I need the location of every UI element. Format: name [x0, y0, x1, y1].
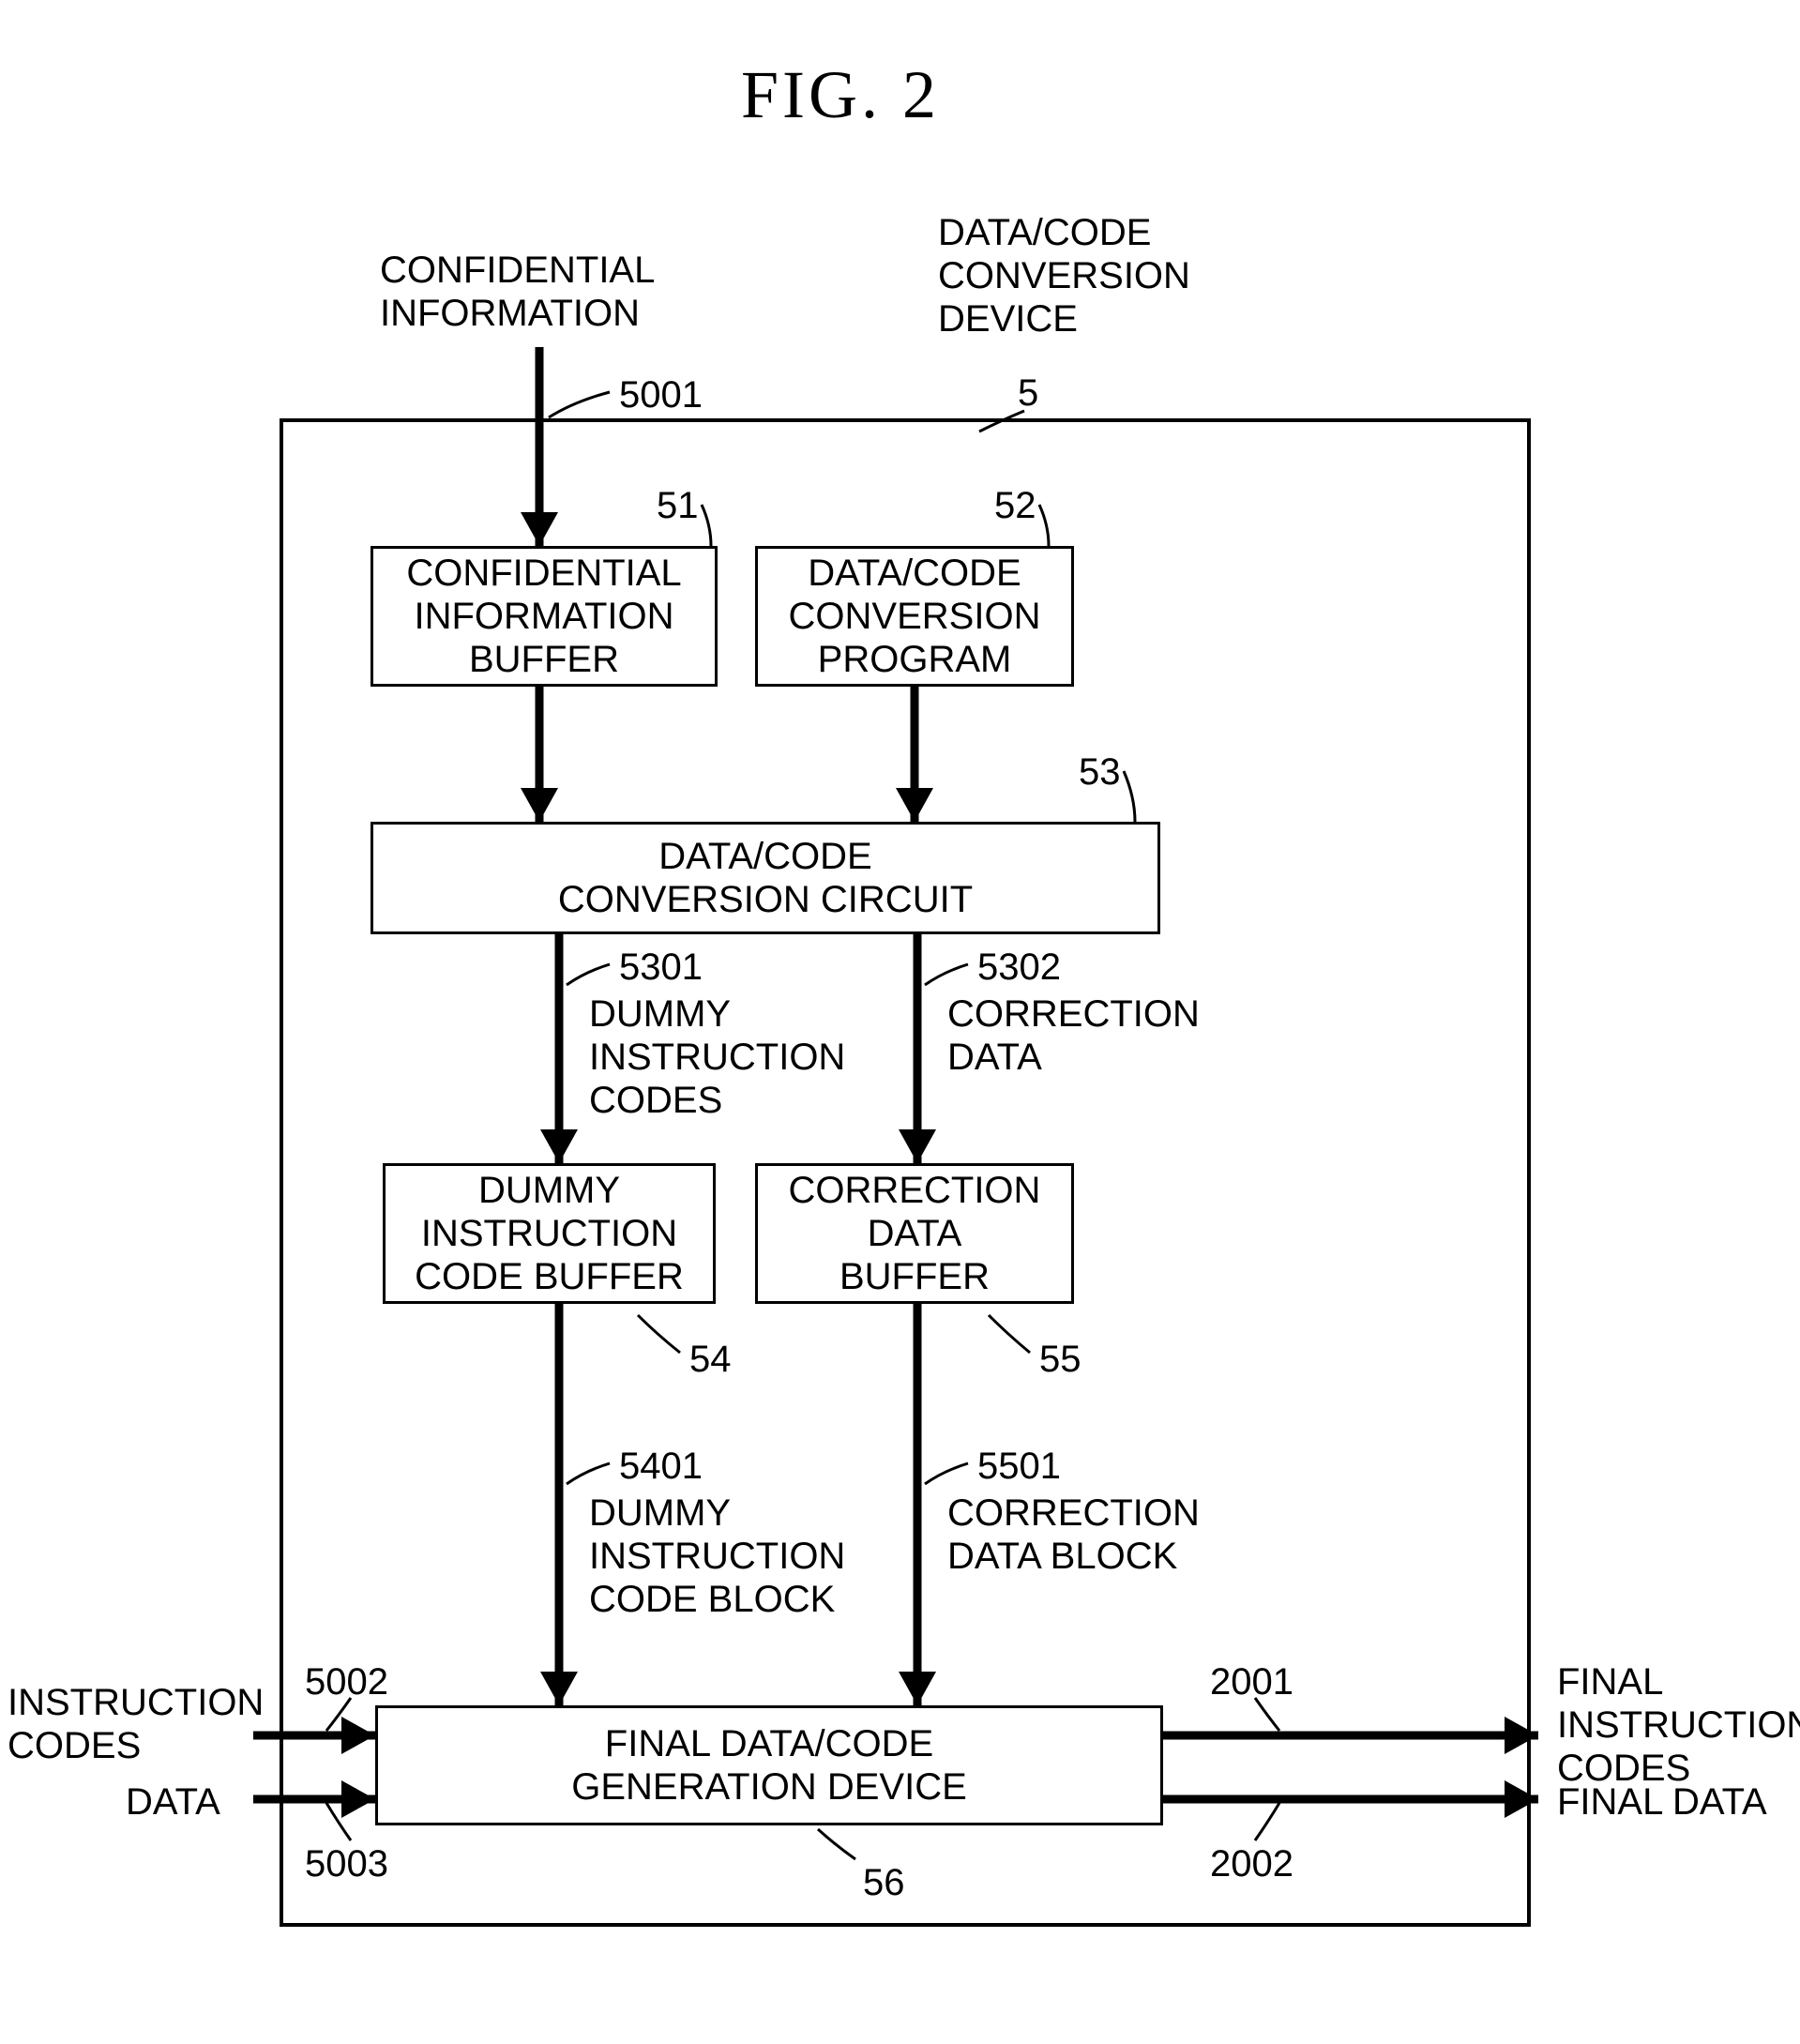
- label-corrDataLbl: CORRECTION DATA: [947, 992, 1200, 1079]
- label-ref5301: 5301: [619, 946, 703, 989]
- label-dataIn: DATA: [126, 1780, 220, 1824]
- box-final56: FINAL DATA/CODE GENERATION DEVICE: [375, 1705, 1163, 1825]
- box-program52: DATA/CODE CONVERSION PROGRAM: [755, 546, 1074, 687]
- label-ref52: 52: [994, 484, 1036, 527]
- label-instrCodesIn: INSTRUCTION CODES: [8, 1681, 264, 1767]
- diagram-stage: FIG. 2 CONFIDENTIAL INFORMATION BUFFER DAT…: [0, 0, 1800, 2044]
- label-ref56: 56: [863, 1861, 905, 1904]
- label-ref5401: 5401: [619, 1445, 703, 1488]
- box-circuit53: DATA/CODE CONVERSION CIRCUIT: [371, 822, 1160, 934]
- label-deviceTop: DATA/CODE CONVERSION DEVICE: [938, 211, 1190, 341]
- label-dummyCodesLbl: DUMMY INSTRUCTION CODES: [589, 992, 845, 1122]
- l-5501: [925, 1463, 968, 1484]
- label-ref51: 51: [657, 484, 699, 527]
- l-53: [1124, 771, 1135, 822]
- label-ref2001: 2001: [1210, 1660, 1293, 1703]
- l-56: [818, 1829, 855, 1859]
- label-ref5003: 5003: [305, 1842, 388, 1885]
- label-ref53: 53: [1079, 750, 1121, 794]
- figure-title: FIG. 2: [741, 56, 940, 134]
- l-5302: [925, 964, 968, 985]
- label-ref5: 5: [1018, 371, 1038, 415]
- label-confInfoTop: CONFIDENTIAL INFORMATION: [380, 249, 655, 335]
- l-52: [1039, 505, 1049, 546]
- label-ref54: 54: [689, 1338, 732, 1381]
- label-ref55: 55: [1039, 1338, 1082, 1381]
- label-dummyBlockLbl: DUMMY INSTRUCTION CODE BLOCK: [589, 1491, 845, 1621]
- box-corr55: CORRECTION DATA BUFFER: [755, 1163, 1074, 1304]
- label-ref5001: 5001: [619, 373, 703, 416]
- label-corrBlockLbl: CORRECTION DATA BLOCK: [947, 1491, 1200, 1578]
- l-5003: [326, 1803, 351, 1840]
- label-ref5302: 5302: [977, 946, 1061, 989]
- l-5301: [567, 964, 610, 985]
- l-5401: [567, 1463, 610, 1484]
- l-2002: [1255, 1803, 1279, 1840]
- box-dummy54: DUMMY INSTRUCTION CODE BUFFER: [383, 1163, 716, 1304]
- l-51: [702, 505, 711, 546]
- label-ref5501: 5501: [977, 1445, 1061, 1488]
- label-finalCodesOut: FINAL INSTRUCTION CODES: [1557, 1660, 1800, 1790]
- l-54: [638, 1315, 680, 1353]
- label-finalDataOut: FINAL DATA: [1557, 1780, 1767, 1824]
- l-55: [989, 1315, 1030, 1353]
- box-buffer51: CONFIDENTIAL INFORMATION BUFFER: [371, 546, 718, 687]
- l-5001: [549, 392, 610, 417]
- label-ref2002: 2002: [1210, 1842, 1293, 1885]
- label-ref5002: 5002: [305, 1660, 388, 1703]
